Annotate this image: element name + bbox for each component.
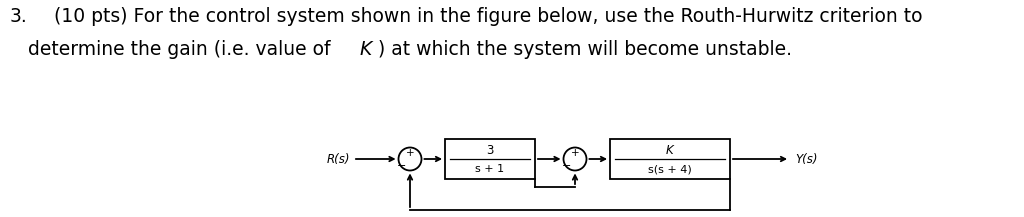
Text: R(s): R(s) xyxy=(327,153,350,166)
Text: +: + xyxy=(570,148,580,158)
Text: ) at which the system will become unstable.: ) at which the system will become unstab… xyxy=(378,40,792,59)
Text: Y(s): Y(s) xyxy=(795,153,817,166)
Text: s + 1: s + 1 xyxy=(475,164,505,174)
Text: (10 pts) For the control system shown in the figure below, use the Routh-Hurwitz: (10 pts) For the control system shown in… xyxy=(42,7,923,26)
Text: 3.: 3. xyxy=(10,7,28,26)
Text: K: K xyxy=(667,143,674,156)
Text: s(s + 4): s(s + 4) xyxy=(648,164,692,174)
Text: K: K xyxy=(360,40,373,59)
FancyBboxPatch shape xyxy=(610,139,730,179)
Text: −: − xyxy=(397,161,407,171)
Text: determine the gain (i.e. value of: determine the gain (i.e. value of xyxy=(10,40,337,59)
Text: 3: 3 xyxy=(486,143,494,156)
FancyBboxPatch shape xyxy=(445,139,535,179)
Text: +: + xyxy=(406,148,415,158)
Text: −: − xyxy=(562,161,571,171)
